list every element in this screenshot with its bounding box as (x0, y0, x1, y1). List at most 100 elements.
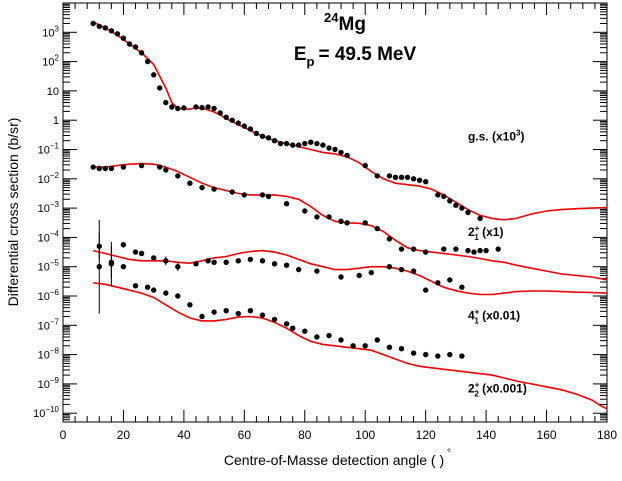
data-point (247, 126, 254, 132)
axes: 0 20 40 60 80 100 120 140 160 18010310210110−110−… (33, 2, 617, 442)
data-point (265, 135, 272, 141)
data-point (423, 249, 429, 255)
data-point (151, 255, 157, 261)
data-point (398, 174, 405, 180)
data-point (247, 308, 254, 314)
data-point (199, 313, 205, 320)
data-point (144, 58, 151, 65)
data-point (465, 209, 471, 216)
data-point (398, 346, 405, 352)
data-point (362, 220, 368, 226)
data-point (199, 104, 205, 111)
model-curve-3 (93, 249, 608, 296)
y-tick-label: 10 (47, 86, 59, 98)
x-tick-label: 0 (60, 428, 67, 442)
data-point (398, 246, 405, 252)
data-point (410, 350, 417, 356)
x-tick-label: 20 (117, 428, 131, 442)
data-point (138, 250, 145, 257)
data-point (229, 189, 235, 195)
data-point (386, 264, 393, 270)
data-point (356, 272, 362, 279)
data-point (410, 176, 417, 182)
data-point (435, 353, 441, 359)
y-tick-label: 10−5 (38, 259, 60, 274)
data-point (410, 246, 417, 252)
data-point (453, 246, 459, 252)
data-point (187, 302, 193, 308)
y-tick-label: 102 (42, 54, 59, 69)
data-point (283, 140, 290, 147)
data-point (362, 343, 368, 349)
data-point (344, 152, 350, 159)
data-point (290, 142, 296, 148)
data-point (423, 351, 429, 358)
data-point (211, 259, 217, 265)
data-point (181, 105, 187, 111)
model-curves (92, 21, 608, 410)
data-point (253, 130, 260, 137)
data-point (338, 274, 344, 280)
y-tick-label: 10−2 (38, 171, 60, 186)
data-point (447, 351, 453, 358)
data-point (241, 123, 247, 129)
data-point (169, 104, 175, 110)
data-point (271, 316, 278, 323)
data-point (90, 20, 96, 27)
data-point (259, 312, 266, 318)
data-point (423, 179, 429, 185)
data-point (374, 225, 380, 232)
chart-title-energy: Ep = 49.5 MeV (294, 44, 417, 69)
data-point (386, 344, 393, 350)
data-point (338, 149, 344, 156)
data-point (163, 290, 169, 296)
data-point (132, 249, 139, 255)
y-tick-label: 10−1 (38, 142, 60, 157)
series-label-1: g.s. (x103) (468, 129, 524, 144)
data-point (447, 277, 453, 283)
title-mass-number: 24 (324, 10, 339, 25)
data-point (271, 261, 278, 267)
model-curve-4 (93, 282, 608, 410)
data-point (465, 247, 471, 254)
data-point (223, 114, 229, 121)
data-point (320, 142, 326, 148)
x-tick-label: 40 (177, 428, 191, 442)
data-point (108, 28, 115, 34)
data-point (290, 325, 296, 331)
data-point (235, 120, 241, 126)
data-point (126, 41, 133, 47)
data-point (374, 173, 380, 179)
data-point (132, 44, 139, 50)
data-point (90, 164, 96, 170)
data-point (338, 337, 344, 343)
y-tick-label: 103 (42, 24, 59, 39)
data-point (435, 192, 441, 198)
data-point (259, 192, 266, 198)
data-point (459, 353, 465, 359)
data-point (314, 214, 320, 220)
data-point (229, 117, 235, 123)
data-point (423, 287, 429, 293)
x-axis-degree-symbol: ° (447, 448, 451, 459)
data-point (163, 258, 169, 264)
data-point (326, 145, 332, 151)
data-point (283, 262, 290, 268)
data-point (459, 284, 465, 290)
data-point (326, 332, 332, 339)
data-point (302, 208, 308, 214)
data-point (175, 173, 181, 179)
data-point (350, 343, 356, 349)
data-point (386, 173, 393, 179)
data-point (157, 164, 163, 170)
x-tick-label: 160 (537, 428, 557, 442)
data-point (193, 104, 199, 110)
data-points (90, 20, 501, 359)
data-point (344, 220, 350, 226)
data-point (151, 287, 157, 293)
data-point (362, 162, 368, 169)
data-point (138, 162, 145, 169)
data-point (193, 261, 199, 267)
data-point (132, 283, 139, 289)
